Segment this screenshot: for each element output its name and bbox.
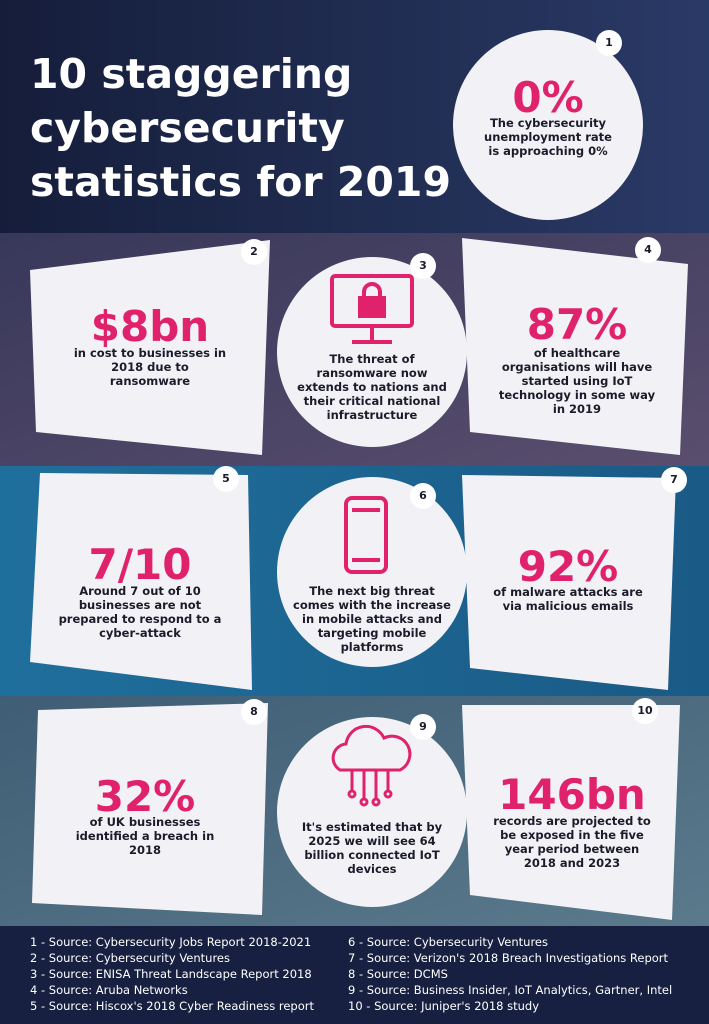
stat-text: Around 7 out of 10 businesses are not pr… <box>58 584 222 640</box>
source: 7 - Source: Verizon's 2018 Breach Invest… <box>348 951 669 965</box>
title-line: 10 staggering <box>30 50 353 98</box>
source: 4 - Source: Aruba Networks <box>30 983 188 997</box>
badge: 5 <box>213 466 239 492</box>
badge: 10 <box>632 698 658 724</box>
source: 2 - Source: Cybersecurity Ventures <box>30 951 230 965</box>
badge: 1 <box>596 30 622 56</box>
icon-monitor <box>330 274 414 344</box>
card <box>462 705 680 920</box>
source: 5 - Source: Hiscox's 2018 Cyber Readines… <box>30 999 314 1013</box>
source: 1 - Source: Cybersecurity Jobs Report 20… <box>30 935 312 949</box>
source: 10 - Source: Juniper's 2018 study <box>348 999 540 1013</box>
stat-text: of malware attacks are via malicious ema… <box>493 585 643 613</box>
stat-value: 92% <box>517 542 619 591</box>
stat-value: 146bn <box>498 770 646 819</box>
card <box>30 240 270 455</box>
stat-value: 0% <box>512 73 584 122</box>
source: 3 - Source: ENISA Threat Landscape Repor… <box>30 967 312 981</box>
card <box>32 703 268 915</box>
title-line: cybersecurity <box>30 104 345 152</box>
stat-value: 7/10 <box>88 540 192 589</box>
card <box>462 238 688 455</box>
stat-value: $8bn <box>90 302 210 351</box>
icon-phone <box>344 496 388 574</box>
badge: 2 <box>241 239 267 265</box>
source: 6 - Source: Cybersecurity Ventures <box>348 935 548 949</box>
card <box>277 257 467 447</box>
card <box>30 473 252 690</box>
icon-cloud <box>331 724 412 807</box>
badge: 8 <box>241 699 267 725</box>
stat-value: 32% <box>94 772 196 821</box>
card <box>462 475 676 690</box>
source: 8 - Source: DCMS <box>348 967 448 981</box>
stat-text: of healthcare organisations will have st… <box>498 346 656 416</box>
title-line: statistics for 2019 <box>30 158 451 206</box>
card <box>277 717 467 907</box>
stat-text: The cybersecurity unemployment rate is a… <box>484 116 612 158</box>
stat-value: 87% <box>526 300 628 349</box>
stat-text: of UK businesses identified a breach in … <box>75 815 215 857</box>
stat-text: The next big threat comes with the incre… <box>293 584 451 654</box>
stat-text: in cost to businesses in 2018 due to ran… <box>73 346 227 388</box>
badge: 3 <box>410 253 436 279</box>
badge: 9 <box>410 714 436 740</box>
stat-text: records are projected to be exposed in t… <box>493 814 651 870</box>
badge: 4 <box>635 237 661 263</box>
stat-text: It's estimated that by 2025 we will see … <box>301 820 443 876</box>
badge: 6 <box>410 483 436 509</box>
source: 9 - Source: Business Insider, IoT Analyt… <box>348 983 673 997</box>
badge: 7 <box>661 467 687 493</box>
card <box>453 30 643 220</box>
stat-text: The threat of ransomware now extends to … <box>297 352 447 422</box>
footer-band <box>0 926 709 1024</box>
cards <box>30 30 688 920</box>
